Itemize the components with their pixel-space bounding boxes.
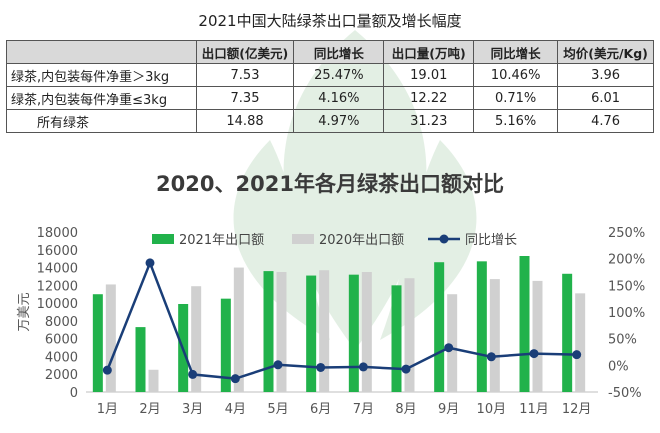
bar-2021: [519, 256, 530, 392]
table-cell: 4.16%: [293, 86, 385, 110]
x-tick-label: 1月: [97, 402, 118, 417]
bar-2020: [361, 272, 372, 392]
growth-point: [188, 369, 198, 379]
growth-point: [401, 364, 411, 374]
table-header-row: 出口额(亿美元) 同比增长 出口量(万吨) 同比增长 均价(美元/Kg): [6, 40, 654, 64]
y-tick-label: 16000: [37, 244, 78, 259]
bar-2021: [220, 298, 231, 392]
x-tick-label: 10月: [477, 402, 507, 417]
y2-tick-label: 250%: [608, 226, 645, 241]
y-tick-label: 12000: [37, 279, 78, 294]
legend-label-2020: 2020年出口额: [319, 233, 404, 248]
bar-2021: [476, 261, 487, 392]
bar-2020: [575, 293, 586, 392]
y-tick-label: 6000: [45, 333, 78, 348]
x-tick-label: 3月: [182, 402, 203, 417]
y-tick-label: 14000: [37, 262, 78, 277]
table-header-value-growth: 同比增长: [293, 40, 385, 64]
growth-point: [230, 374, 240, 384]
bar-2020: [447, 294, 458, 392]
growth-point: [529, 349, 539, 359]
table-cell: 31.23: [383, 109, 475, 133]
bar-2020: [191, 286, 202, 392]
table-cell: 5.16%: [473, 109, 559, 133]
y-tick-label: 0: [70, 386, 78, 401]
legend-marker-growth: [439, 234, 449, 244]
table-header-avg-price: 均价(美元/Kg): [557, 40, 654, 64]
x-tick-label: 7月: [353, 402, 374, 417]
table-title: 2021中国大陆绿茶出口量额及增长幅度: [198, 12, 462, 30]
bar-2020: [148, 369, 159, 392]
table-cell: 25.47%: [293, 63, 385, 87]
bar-2020: [105, 284, 116, 392]
y2-tick-label: 200%: [608, 253, 645, 268]
table-cell: 绿茶,内包装每件净重≤3kg: [6, 86, 197, 110]
bar-2020: [276, 272, 287, 392]
table-row: 所有绿茶 14.88 4.97% 31.23 5.16% 4.76: [6, 109, 654, 133]
bar-2021: [306, 275, 317, 392]
growth-point: [444, 343, 454, 353]
table-header-volume-growth: 同比增长: [473, 40, 559, 64]
x-tick-label: 2月: [139, 402, 160, 417]
table-cell: 0.71%: [473, 86, 559, 110]
bar-2020: [532, 280, 543, 392]
bar-2020: [489, 279, 500, 392]
x-tick-label: 4月: [225, 402, 246, 417]
bar-2021: [434, 262, 445, 392]
x-tick-label: 6月: [310, 402, 331, 417]
y-tick-label: 10000: [37, 297, 78, 312]
x-tick-label: 5月: [267, 402, 288, 417]
y-tick-label: 8000: [45, 315, 78, 330]
table-cell: 4.76: [557, 109, 654, 133]
y2-tick-label: 150%: [608, 279, 645, 294]
bar-2021: [562, 273, 573, 392]
growth-line: [106, 259, 577, 380]
chart-title: 2020、2021年各月绿茶出口额对比: [156, 172, 504, 196]
table-header-blank: [6, 40, 197, 64]
x-tick-label: 8月: [395, 402, 416, 417]
table-cell: 3.96: [557, 63, 654, 87]
table-cell: 4.97%: [293, 109, 385, 133]
legend-label-2021: 2021年出口额: [179, 233, 264, 248]
growth-point: [572, 350, 582, 360]
table-cell: 7.35: [195, 86, 295, 110]
table-header-export-volume: 出口量(万吨): [383, 40, 475, 64]
legend-swatch-2021: [152, 234, 174, 244]
growth-point: [102, 365, 112, 375]
bar-2021: [92, 294, 103, 392]
export-table: 出口额(亿美元) 同比增长 出口量(万吨) 同比增长 均价(美元/Kg) 绿茶,…: [6, 40, 654, 133]
x-tick-label: 11月: [519, 402, 549, 417]
growth-point: [316, 362, 326, 372]
table-cell: 7.53: [195, 63, 295, 87]
y-axis-label: 万美元: [17, 292, 32, 331]
bar-2021: [135, 327, 146, 392]
y-tick-label: 18000: [37, 226, 78, 241]
bar-2021: [348, 274, 359, 392]
bar-2020: [319, 270, 330, 392]
y-tick-label: 2000: [45, 368, 78, 383]
table-cell: 6.01: [557, 86, 654, 110]
bar-2020: [404, 278, 415, 392]
growth-point: [486, 352, 496, 362]
y2-tick-label: -50%: [608, 386, 642, 401]
legend-swatch-2020: [292, 234, 314, 244]
bar-2021: [391, 285, 402, 392]
bar-2021: [263, 271, 274, 392]
x-tick-label: 9月: [438, 402, 459, 417]
y-tick-label: 4000: [45, 350, 78, 365]
table-cell: 所有绿茶: [6, 109, 197, 133]
bar-2020: [233, 267, 244, 392]
table-row: 绿茶,内包装每件净重≤3kg 7.35 4.16% 12.22 0.71% 6.…: [6, 86, 654, 110]
y2-tick-label: 0%: [608, 359, 629, 374]
x-tick-label: 12月: [562, 402, 592, 417]
y2-tick-label: 100%: [608, 306, 645, 321]
legend-label-growth: 同比增长: [465, 233, 517, 248]
table-cell: 19.01: [383, 63, 475, 87]
growth-point: [358, 362, 368, 372]
table-cell: 14.88: [195, 109, 295, 133]
y2-tick-label: 50%: [608, 333, 637, 348]
growth-point: [145, 258, 155, 268]
growth-point: [273, 360, 283, 370]
